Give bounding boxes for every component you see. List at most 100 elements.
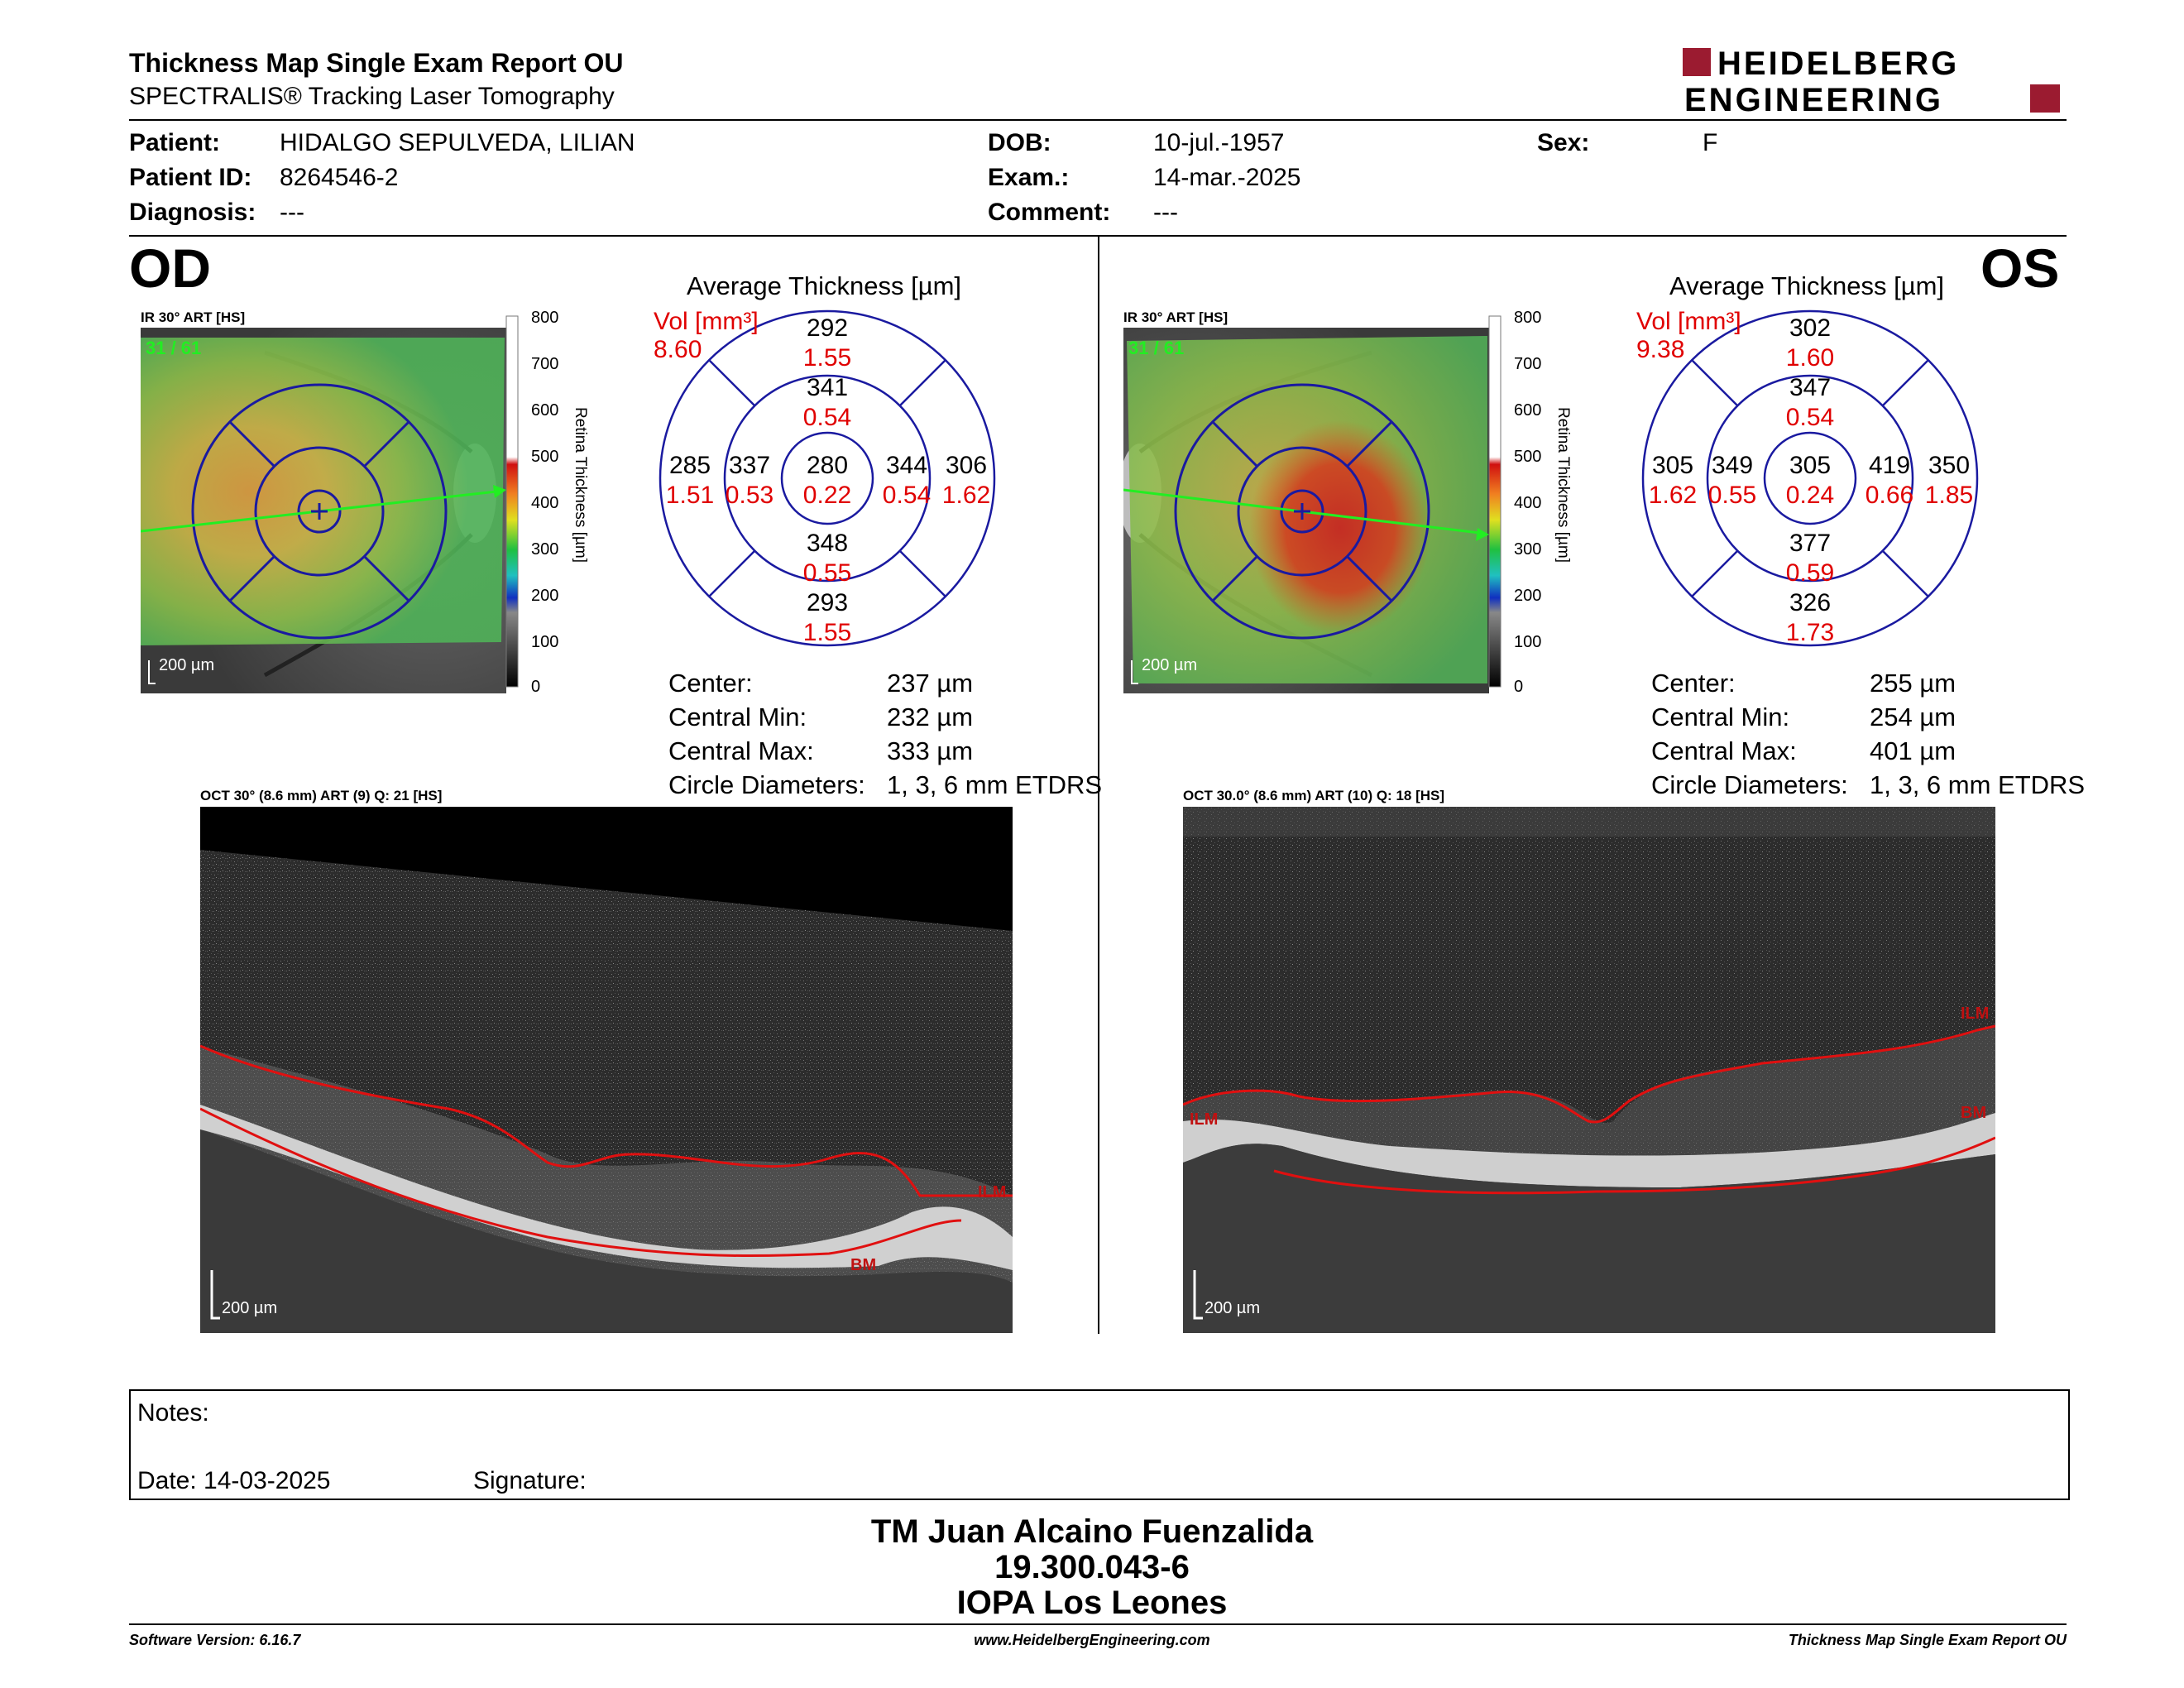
patient-id-label: Patient ID: xyxy=(129,164,252,191)
svg-text:800: 800 xyxy=(531,309,558,327)
os-oct-label: OCT 30.0° (8.6 mm) ART (10) Q: 18 [HS] xyxy=(1183,788,1445,803)
svg-text:0.66: 0.66 xyxy=(1866,482,1913,509)
svg-text:0.54: 0.54 xyxy=(803,404,851,431)
footer-report-name: Thickness Map Single Exam Report OU xyxy=(1788,1632,2067,1648)
svg-text:1.62: 1.62 xyxy=(942,482,990,509)
od-map-scale: 200 µm xyxy=(159,656,214,674)
signoff-name: TM Juan Alcaino Fuenzalida xyxy=(870,1513,1314,1550)
svg-text:285: 285 xyxy=(669,452,711,479)
os-bm-label: BM xyxy=(1961,1104,1986,1122)
svg-text:337: 337 xyxy=(729,452,770,479)
svg-text:0.55: 0.55 xyxy=(1708,482,1756,509)
exam-label: Exam.: xyxy=(988,164,1070,191)
os-ilm-left-label: ILM xyxy=(1190,1110,1218,1129)
os-frame-count: 31 / 61 xyxy=(1128,338,1184,358)
signoff-institution: IOPA Los Leones xyxy=(956,1585,1228,1621)
svg-text:500: 500 xyxy=(531,448,558,466)
svg-text:293: 293 xyxy=(807,589,848,616)
patient-label: Patient: xyxy=(129,129,221,156)
svg-text:0: 0 xyxy=(1514,678,1523,695)
svg-text:1.60: 1.60 xyxy=(1786,344,1834,372)
svg-text:292: 292 xyxy=(807,314,848,342)
diagnosis-label: Diagnosis: xyxy=(129,199,256,226)
svg-text:0: 0 xyxy=(531,678,540,695)
os-vol-label: Vol [mm³] xyxy=(1636,308,1741,335)
od-stat-min-value: 232 µm xyxy=(887,703,974,731)
svg-text:305: 305 xyxy=(1789,452,1831,479)
os-oct-bscan: ILM ILM BM 200 µm xyxy=(1182,807,1996,1333)
svg-text:400: 400 xyxy=(531,494,558,512)
os-ir-label: IR 30° ART [HS] xyxy=(1123,309,1228,325)
report-subtitle: SPECTRALIS® Tracking Laser Tomography xyxy=(129,83,615,110)
svg-text:100: 100 xyxy=(531,633,558,651)
od-stat-max-label: Central Max: xyxy=(668,736,814,765)
svg-text:100: 100 xyxy=(1514,633,1541,651)
svg-text:1.51: 1.51 xyxy=(666,482,714,509)
svg-text:600: 600 xyxy=(1514,401,1541,420)
svg-text:1.85: 1.85 xyxy=(1925,482,1973,509)
od-colorbar: 800 700 600 500 400 300 200 100 0 Retina… xyxy=(505,306,596,696)
svg-text:350: 350 xyxy=(1928,452,1970,479)
od-oct-bscan: ILM BM 200 µm xyxy=(199,807,1013,1333)
report-title: Thickness Map Single Exam Report OU xyxy=(129,48,624,78)
od-stat-center-value: 237 µm xyxy=(887,669,974,698)
os-etdrs-grid: 302 1.60 347 0.54 305 1.62 349 0.55 305 … xyxy=(1628,303,2009,659)
os-stat-max-label: Central Max: xyxy=(1651,736,1797,765)
svg-text:1.73: 1.73 xyxy=(1786,619,1834,646)
os-oct-scale: 200 µm xyxy=(1205,1299,1260,1317)
os-stat-max-value: 401 µm xyxy=(1870,736,1956,765)
os-stat-min-label: Central Min: xyxy=(1651,703,1790,731)
sex-label: Sex: xyxy=(1537,129,1590,156)
os-colorbar: 800 700 600 500 400 300 200 100 0 Retina… xyxy=(1487,306,1578,696)
comment-label: Comment: xyxy=(988,199,1111,226)
od-avg-title: Average Thickness [µm] xyxy=(687,271,962,300)
svg-text:349: 349 xyxy=(1712,452,1753,479)
signoff-rut: 19.300.043-6 xyxy=(994,1549,1190,1585)
footer-website[interactable]: www.HeidelbergEngineering.com xyxy=(974,1632,1210,1648)
od-etdrs-grid: 292 1.55 341 0.54 285 1.51 337 0.53 280 … xyxy=(645,303,1026,659)
os-vol-total: 9.38 xyxy=(1636,336,1685,363)
footer-software: Software Version: 6.16.7 xyxy=(129,1632,301,1648)
od-colorbar-title: Retina Thickness [µm] xyxy=(572,407,589,563)
heidelberg-logo: HEIDELBERG ENGINEERING xyxy=(1683,46,2063,118)
svg-text:600: 600 xyxy=(531,401,558,420)
od-stat-min-label: Central Min: xyxy=(668,703,807,731)
od-stat-diam-label: Circle Diameters: xyxy=(668,770,865,799)
svg-text:344: 344 xyxy=(886,452,927,479)
od-fundus-thickness-map: 31 / 61 200 µm xyxy=(140,328,506,693)
svg-text:500: 500 xyxy=(1514,448,1541,466)
os-stat-diam-value: 1, 3, 6 mm ETDRS xyxy=(1870,770,2086,799)
logo-line2: ENGINEERING xyxy=(1684,82,1943,116)
od-eye-label: OD xyxy=(129,237,211,299)
svg-text:326: 326 xyxy=(1789,589,1831,616)
diagnosis-value: --- xyxy=(280,199,304,226)
patient-name: HIDALGO SEPULVEDA, LILIAN xyxy=(280,129,635,156)
svg-text:347: 347 xyxy=(1789,374,1831,401)
logo-line1: HEIDELBERG xyxy=(1717,46,1959,82)
od-vol-total: 8.60 xyxy=(654,336,702,363)
od-oct-label: OCT 30° (8.6 mm) ART (9) Q: 21 [HS] xyxy=(200,788,443,803)
svg-text:300: 300 xyxy=(1514,540,1541,559)
svg-text:0.54: 0.54 xyxy=(883,482,931,509)
patient-id: 8264546-2 xyxy=(280,164,399,191)
svg-text:0.54: 0.54 xyxy=(1786,404,1834,431)
exam-value: 14-mar.-2025 xyxy=(1153,164,1301,191)
os-avg-title: Average Thickness [µm] xyxy=(1669,271,1945,300)
svg-text:300: 300 xyxy=(531,540,558,559)
os-stat-min-value: 254 µm xyxy=(1870,703,1956,731)
svg-text:306: 306 xyxy=(946,452,987,479)
svg-text:1.55: 1.55 xyxy=(803,619,851,646)
svg-text:305: 305 xyxy=(1652,452,1693,479)
svg-text:419: 419 xyxy=(1869,452,1910,479)
os-ilm-label: ILM xyxy=(1961,1005,1989,1023)
os-stat-diam-label: Circle Diameters: xyxy=(1651,770,1848,799)
dob-value: 10-jul.-1957 xyxy=(1153,129,1285,156)
svg-text:200: 200 xyxy=(1514,587,1541,605)
od-vol-label: Vol [mm³] xyxy=(654,308,759,335)
od-stat-diam-value: 1, 3, 6 mm ETDRS xyxy=(887,770,1103,799)
svg-text:302: 302 xyxy=(1789,314,1831,342)
svg-text:348: 348 xyxy=(807,530,848,557)
svg-text:0.53: 0.53 xyxy=(726,482,774,509)
svg-text:0.22: 0.22 xyxy=(803,482,851,509)
svg-text:1.55: 1.55 xyxy=(803,344,851,372)
